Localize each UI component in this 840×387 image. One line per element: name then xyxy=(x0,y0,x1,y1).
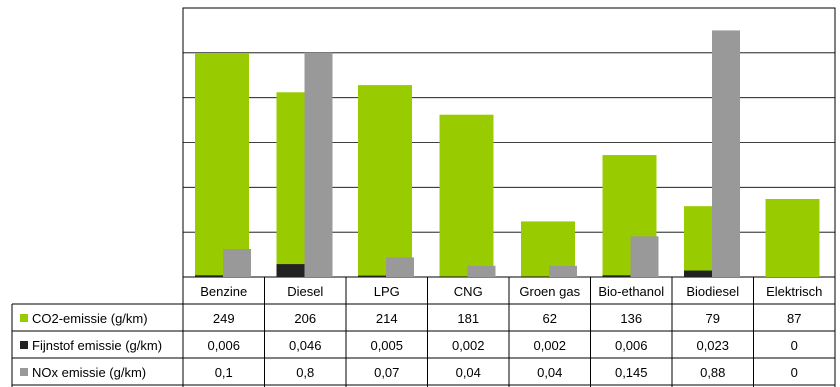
bar-nox-0 xyxy=(223,248,251,277)
table-cell: 249 xyxy=(213,311,235,326)
table-cell: 0,145 xyxy=(615,365,648,380)
category-label: CNG xyxy=(454,284,483,299)
bar-fijnstof-6 xyxy=(684,270,712,277)
bar-fijnstof-5 xyxy=(602,275,631,277)
legend-swatch xyxy=(20,341,28,349)
table-cell: 0,1 xyxy=(215,365,233,380)
bar-nox-2 xyxy=(386,257,414,277)
category-label: LPG xyxy=(374,284,400,299)
table-cell: 62 xyxy=(543,311,557,326)
table-cell: 0 xyxy=(791,338,798,353)
table-cell: 0,002 xyxy=(533,338,566,353)
bar-co2-7 xyxy=(765,198,820,277)
legend-swatch xyxy=(20,368,28,376)
bar-co2-2 xyxy=(358,85,412,277)
table-cell: 181 xyxy=(457,311,479,326)
series-label: NOx emissie (g/km) xyxy=(32,365,146,380)
table-cell: 0,04 xyxy=(456,365,481,380)
table-cell: 206 xyxy=(294,311,316,326)
bar-fijnstof-0 xyxy=(195,275,223,277)
table-cell: 0,006 xyxy=(207,338,240,353)
category-label: Elektrisch xyxy=(766,284,822,299)
table-cell: 0,023 xyxy=(696,338,729,353)
category-label: Diesel xyxy=(287,284,323,299)
table-cell: 0,006 xyxy=(615,338,648,353)
table-cell: 0,005 xyxy=(370,338,403,353)
table-cell: 79 xyxy=(706,311,720,326)
category-label: Benzine xyxy=(200,284,247,299)
table-cell: 0,8 xyxy=(296,365,314,380)
table-cell: 0,002 xyxy=(452,338,485,353)
table-cell: 214 xyxy=(376,311,398,326)
table-cell: 136 xyxy=(620,311,642,326)
category-label: Biodiesel xyxy=(686,284,739,299)
series-label: Fijnstof emissie (g/km) xyxy=(32,338,162,353)
bar-nox-1 xyxy=(304,52,333,278)
category-label: Groen gas xyxy=(519,284,580,299)
table-cell: 0 xyxy=(791,365,798,380)
bar-nox-6 xyxy=(712,30,740,277)
legend-swatch xyxy=(20,314,28,322)
bar-co2-3 xyxy=(439,114,494,277)
bar-nox-3 xyxy=(467,265,496,277)
bar-fijnstof-4 xyxy=(521,276,549,277)
category-label: Bio-ethanol xyxy=(598,284,664,299)
table-cell: 0,88 xyxy=(700,365,725,380)
bar-fijnstof-3 xyxy=(439,276,468,277)
series-label: CO2-emissie (g/km) xyxy=(32,311,148,326)
table-cell: 87 xyxy=(787,311,801,326)
table-cell: 0,07 xyxy=(374,365,399,380)
bar-nox-4 xyxy=(549,265,577,277)
bar-co2-0 xyxy=(195,53,249,278)
bar-fijnstof-1 xyxy=(276,264,305,277)
bar-nox-5 xyxy=(630,236,659,277)
bar-fijnstof-2 xyxy=(358,275,386,277)
table-cell: 0,046 xyxy=(289,338,322,353)
table-cell: 0,04 xyxy=(537,365,562,380)
